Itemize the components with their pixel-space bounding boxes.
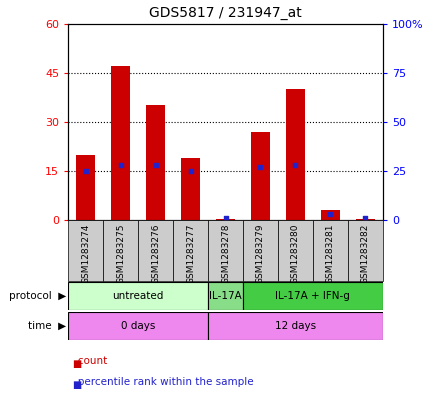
- Text: GSM1283275: GSM1283275: [116, 223, 125, 284]
- Bar: [243, 220, 278, 281]
- Bar: [181, 158, 200, 220]
- Text: protocol  ▶: protocol ▶: [9, 291, 66, 301]
- Bar: [111, 66, 130, 220]
- Text: ■: ■: [73, 359, 82, 369]
- Text: GSM1283281: GSM1283281: [326, 223, 335, 284]
- Bar: [251, 132, 270, 220]
- Bar: [68, 220, 103, 281]
- Bar: [68, 282, 208, 310]
- Point: [292, 162, 299, 168]
- Text: time  ▶: time ▶: [28, 321, 66, 331]
- Point: [327, 211, 334, 217]
- Point: [82, 168, 89, 174]
- Bar: [208, 282, 243, 310]
- Point: [257, 164, 264, 170]
- Text: GSM1283278: GSM1283278: [221, 223, 230, 284]
- Bar: [208, 220, 243, 281]
- Text: GSM1283277: GSM1283277: [186, 223, 195, 284]
- Text: count: count: [68, 356, 107, 365]
- Point: [222, 215, 229, 221]
- Title: GDS5817 / 231947_at: GDS5817 / 231947_at: [149, 6, 302, 20]
- Bar: [278, 220, 313, 281]
- Bar: [348, 220, 383, 281]
- Bar: [216, 219, 235, 220]
- Text: GSM1283282: GSM1283282: [361, 223, 370, 283]
- Bar: [146, 105, 165, 220]
- Bar: [286, 89, 305, 220]
- Bar: [173, 220, 208, 281]
- Text: GSM1283274: GSM1283274: [81, 223, 90, 283]
- Point: [187, 168, 194, 174]
- Bar: [243, 282, 383, 310]
- Bar: [356, 219, 375, 220]
- Bar: [138, 220, 173, 281]
- Point: [362, 215, 369, 221]
- Bar: [208, 312, 383, 340]
- Bar: [313, 220, 348, 281]
- Text: GSM1283276: GSM1283276: [151, 223, 160, 284]
- Text: untreated: untreated: [113, 291, 164, 301]
- Point: [117, 162, 124, 168]
- Text: GSM1283279: GSM1283279: [256, 223, 265, 284]
- Text: IL-17A + IFN-g: IL-17A + IFN-g: [275, 291, 350, 301]
- Bar: [321, 210, 340, 220]
- Text: ■: ■: [73, 380, 82, 390]
- Bar: [76, 154, 95, 220]
- Point: [152, 162, 159, 168]
- Text: percentile rank within the sample: percentile rank within the sample: [68, 377, 254, 387]
- Bar: [103, 220, 138, 281]
- Bar: [68, 312, 208, 340]
- Text: GSM1283280: GSM1283280: [291, 223, 300, 284]
- Text: IL-17A: IL-17A: [209, 291, 242, 301]
- Text: 0 days: 0 days: [121, 321, 155, 331]
- Text: 12 days: 12 days: [275, 321, 316, 331]
